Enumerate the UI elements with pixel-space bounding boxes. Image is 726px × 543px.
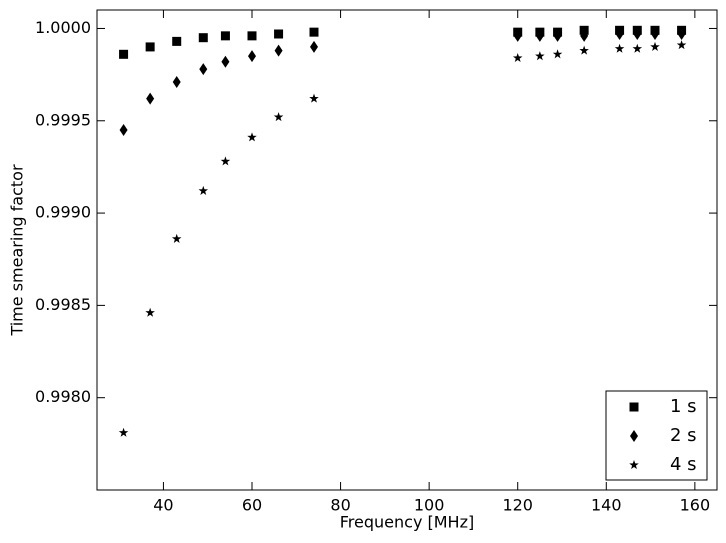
data-point — [119, 124, 128, 136]
data-point — [651, 28, 659, 40]
data-point — [552, 49, 563, 59]
legend-label: 2 s — [670, 425, 697, 446]
data-point — [220, 156, 231, 166]
data-point — [676, 40, 687, 50]
x-tick-label: 100 — [414, 496, 445, 515]
legend-marker — [629, 402, 639, 412]
legend-marker — [630, 430, 638, 442]
x-tick-label: 120 — [502, 496, 533, 515]
data-point — [309, 27, 319, 37]
data-point — [172, 36, 182, 46]
data-point — [553, 29, 562, 42]
data-point — [146, 92, 155, 105]
x-tick-label: 140 — [591, 496, 622, 515]
data-point — [650, 41, 660, 51]
x-axis-label: Frequency [MHz] — [340, 513, 474, 532]
data-point — [615, 28, 624, 40]
y-axis-label: Time smearing factor — [8, 164, 27, 337]
data-point — [677, 28, 686, 40]
data-point — [220, 31, 230, 41]
data-point — [198, 33, 208, 43]
data-point — [118, 427, 129, 437]
plot-frame — [96, 9, 718, 491]
data-point — [273, 112, 284, 122]
data-point — [535, 51, 545, 61]
y-tick-label: 0.9990 — [35, 203, 91, 222]
data-point — [310, 40, 318, 53]
data-point — [221, 55, 230, 68]
data-point — [119, 49, 129, 59]
y-tick-label: 1.0000 — [35, 18, 91, 37]
data-point — [512, 53, 523, 63]
data-point — [145, 42, 155, 52]
data-point — [247, 132, 257, 142]
data-point — [632, 43, 643, 53]
legend-box — [605, 390, 708, 481]
data-point — [614, 43, 625, 53]
y-tick-label: 0.9985 — [35, 295, 91, 314]
x-tick-label: 60 — [242, 496, 262, 515]
x-tick-label: 80 — [330, 496, 350, 515]
data-point — [172, 76, 181, 88]
data-point — [633, 28, 642, 40]
data-point — [274, 29, 284, 39]
x-tick-label: 40 — [153, 496, 173, 515]
data-point — [580, 29, 589, 42]
data-point — [247, 31, 257, 41]
data-point — [535, 29, 544, 42]
legend-marker — [629, 460, 639, 470]
legend-label: 1 s — [670, 396, 697, 417]
data-point — [579, 45, 589, 55]
y-tick-label: 0.9980 — [35, 387, 91, 406]
data-point — [198, 185, 209, 195]
legend-label: 4 s — [670, 454, 697, 475]
data-point — [513, 29, 522, 42]
data-point — [171, 233, 182, 243]
data-point — [145, 307, 155, 317]
data-point — [274, 44, 283, 57]
x-tick-label: 160 — [680, 496, 711, 515]
y-tick-label: 0.9995 — [35, 110, 91, 129]
data-point — [248, 50, 256, 63]
data-point — [199, 63, 208, 76]
data-point — [309, 93, 319, 103]
